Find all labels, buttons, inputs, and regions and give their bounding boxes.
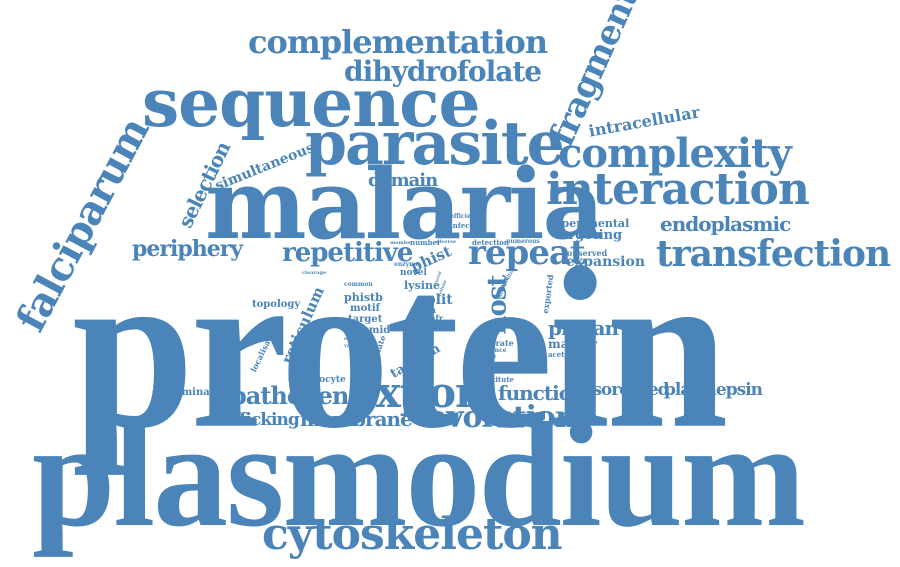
word-plasmodium: plasmodium (32, 392, 806, 558)
word-topology: topology (252, 299, 301, 310)
word-survival: survival (474, 354, 496, 360)
word-periphery: periphery (132, 236, 243, 262)
word-acetylation: acetylation (548, 350, 592, 359)
word-parasite: parasite (305, 109, 565, 179)
word-erythrocyte: erythrocyte (288, 375, 346, 385)
word-enzyme: enzyme (394, 261, 420, 268)
word-membrane: membrane (300, 407, 413, 431)
word-expansion: expansion (566, 254, 646, 270)
word-conserved: conserved (562, 248, 608, 258)
word-trafficking: trafficking (208, 410, 300, 430)
word-protein: protein (72, 219, 728, 477)
word-motif: motif (350, 303, 380, 314)
word-target: target (348, 314, 383, 325)
word-dihydrofolate: dihydrofolate (344, 55, 542, 88)
word-dhfr: dhfr (424, 313, 444, 323)
word-member: member (390, 240, 414, 246)
word-cytoskeleton: cytoskeleton (262, 509, 563, 560)
word-targeting: targeting (554, 228, 623, 243)
word-disordered: disordered (576, 380, 670, 400)
word-novel: novel (400, 268, 427, 278)
word-complexity: complexity (558, 130, 792, 177)
word-efficiency: efficiency (450, 213, 483, 220)
word-common: common (344, 281, 373, 288)
word-plasmid: plasmid (346, 325, 391, 336)
word-reconstitute: reconstitute (466, 375, 515, 384)
word-malaria: malaria (205, 148, 605, 261)
word-number: number (410, 238, 441, 247)
word-split: split (418, 292, 453, 308)
word-lysine: lysine (404, 279, 440, 292)
word-detection: detection (472, 238, 509, 247)
word-phistb: phistb (344, 291, 383, 304)
word-evolution: evolution (428, 400, 577, 435)
word-determination: determination (152, 387, 233, 398)
word-infected: infected (450, 221, 483, 230)
word-transfection: transfection (656, 233, 891, 275)
word-pathogen: pathogen (230, 381, 349, 410)
word-rich: rich (418, 305, 436, 315)
word-repeat: repeat (468, 233, 586, 273)
word-experimental: experimental (548, 217, 630, 230)
word-essential: essential (344, 336, 369, 342)
word-export: export (350, 368, 496, 417)
word-sufficient: sufficient (404, 373, 431, 379)
word-diverse: diverse (436, 239, 457, 245)
word-domain: domain (368, 170, 438, 191)
word-family: family (418, 322, 443, 331)
word-resistance: resistance (472, 347, 507, 354)
word-plasmepsin: plasmepsin (664, 380, 763, 400)
word-sequence: sequence (142, 64, 480, 142)
word-vacuole: vacuole (344, 343, 366, 349)
word-presan: presan (548, 316, 619, 340)
word-endoplasmic: endoplasmic (660, 212, 791, 236)
word-cleavage: cleavage (302, 270, 327, 276)
word-complementation: complementation (248, 23, 548, 61)
word-generate: generate (474, 338, 514, 348)
word-interaction: interaction (546, 164, 810, 215)
word-marker: marker (548, 337, 598, 351)
word-repetitive: repetitive (282, 238, 413, 268)
word-function: function (498, 381, 586, 405)
word-numerous: numerous (506, 238, 540, 245)
